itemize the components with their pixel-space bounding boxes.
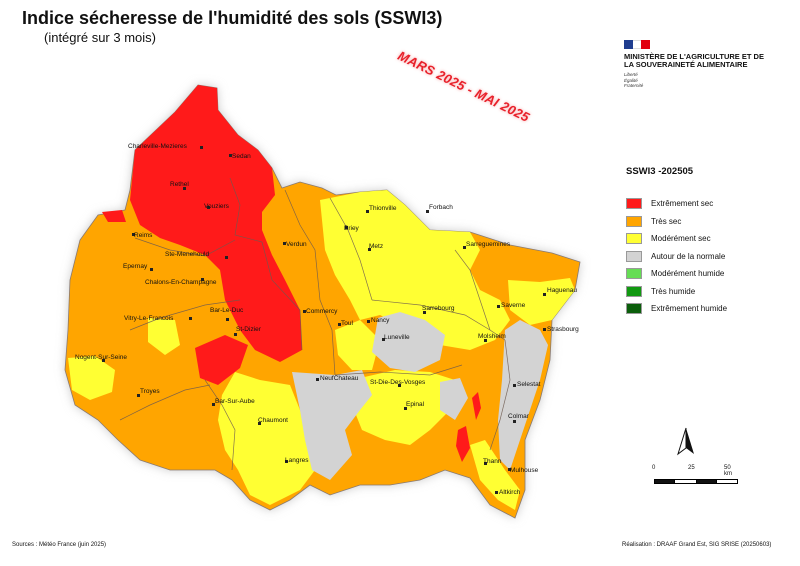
legend-label: Modérément sec	[651, 234, 711, 244]
legend-item-extremely-dry: Extrêmement sec	[626, 195, 727, 213]
city-label-nogent: Nogent-Sur-Seine	[75, 354, 127, 361]
department-boundaries	[119, 177, 511, 471]
legend-label: Très sec	[651, 216, 682, 226]
scale-bar: 0 25 50 km	[650, 465, 740, 495]
city-label-commercy: Commercy	[306, 308, 338, 315]
legend-swatch	[626, 233, 642, 245]
legend-swatch	[626, 285, 642, 297]
legend-title: SSWI3 -202505	[626, 166, 694, 177]
legend: Extrêmement sec Très sec Modérément sec …	[626, 195, 727, 318]
city-markers	[102, 146, 546, 494]
city-label-vouziers: Vouziers	[204, 203, 230, 210]
motto-egalite: Égalité	[624, 77, 638, 83]
legend-swatch	[626, 215, 642, 227]
city-label-sedan: Sedan	[232, 153, 251, 160]
legend-swatch	[626, 250, 642, 262]
city-label-metz: Metz	[369, 243, 383, 250]
legend-item-moderately-humid: Modérément humide	[626, 265, 727, 283]
city-label-st-dizier: St-Dizier	[236, 326, 262, 333]
french-flag-icon	[624, 40, 651, 49]
city-label-sarreguemines: Sarreguemines	[466, 241, 511, 248]
legend-item-extremely-humid: Extrêmement humide	[626, 300, 727, 318]
scale-label-0: 0	[652, 465, 656, 471]
zones-moderately-dry	[68, 190, 575, 510]
scale-label-25: 25	[688, 465, 695, 471]
city-label-ste-menehould: Ste-Menehould	[165, 251, 209, 258]
city-label-chalons: Chalons-En-Champagne	[145, 279, 217, 286]
legend-item-moderately-dry: Modérément sec	[626, 230, 727, 248]
city-label-neufchateau: NeufChateau	[320, 375, 359, 382]
sources-note: Sources : Météo France (juin 2025)	[12, 542, 107, 548]
motto-fraternite: Fraternité	[624, 83, 644, 88]
city-label-st-die: St-Die-Des-Vosges	[370, 379, 426, 386]
scale-label-50: 50 km	[724, 465, 732, 477]
city-labels: Charleville-Mezieres Sedan Rethel Vouzie…	[75, 143, 579, 496]
city-label-epernay: Epernay	[123, 263, 148, 270]
legend-label: Très humide	[651, 286, 696, 296]
city-label-sarrebourg: Sarrebourg	[422, 305, 455, 312]
scale-bar-segment	[654, 479, 675, 484]
city-label-toul: Toul	[341, 320, 353, 327]
city-label-colmar: Colmar	[508, 413, 530, 420]
city-label-langres: Langres	[285, 457, 309, 464]
city-label-reims: Reims	[134, 232, 153, 239]
ministry-logo: MINISTÈRE DE L'AGRICULTURE ET DE LA SOUV…	[624, 40, 774, 89]
city-label-saverne: Saverne	[501, 302, 526, 309]
map-subtitle: (intégré sur 3 mois)	[44, 30, 156, 45]
city-label-bar-sur-aube: Bar-Sur-Aube	[215, 398, 255, 405]
city-label-troyes: Troyes	[140, 388, 160, 395]
city-label-rethel: Rethel	[170, 181, 189, 188]
city-label-briey: Briey	[344, 225, 360, 232]
city-label-selestat: Selestat	[517, 381, 541, 388]
legend-item-very-dry: Très sec	[626, 213, 727, 231]
city-label-forbach: Forbach	[429, 204, 453, 211]
credit-note: Réalisation : DRAAF Grand Est, SIG SRISE…	[622, 542, 772, 548]
city-label-vitry: Vitry-Le-Francois	[124, 315, 174, 322]
city-label-thann: Thann	[483, 458, 502, 465]
legend-item-around-normal: Autour de la normale	[626, 248, 727, 266]
ministry-motto: Liberté Égalité Fraternité	[624, 72, 774, 89]
city-label-chaumont: Chaumont	[258, 417, 288, 424]
legend-label: Modérément humide	[651, 269, 725, 279]
legend-swatch	[626, 198, 642, 210]
city-label-nancy: Nancy	[371, 317, 390, 324]
ministry-name: MINISTÈRE DE L'AGRICULTURE ET DE LA SOUV…	[624, 52, 764, 69]
scale-bar-segment	[696, 479, 717, 484]
zones-extremely-dry	[102, 85, 481, 462]
city-label-luneville: Luneville	[384, 334, 410, 341]
city-label-mulhouse: Mulhouse	[510, 467, 539, 474]
legend-swatch	[626, 303, 642, 315]
legend-label: Autour de la normale	[651, 251, 726, 261]
legend-swatch	[626, 268, 642, 280]
legend-label: Extrêmement sec	[651, 199, 714, 209]
legend-label: Extrêmement humide	[651, 304, 728, 314]
city-label-bar-le-duc: Bar-Le-Duc	[210, 307, 244, 314]
map-title: Indice sécheresse de l'humidité des sols…	[22, 8, 443, 28]
zones-around-normal	[292, 312, 548, 480]
city-label-altkirch: Altkirch	[499, 489, 521, 496]
legend-item-very-humid: Très humide	[626, 283, 727, 301]
city-label-molsheim: Molsheim	[478, 333, 506, 340]
city-label-verdun: Verdun	[286, 241, 307, 248]
city-label-strasbourg: Strasbourg	[547, 326, 579, 333]
city-label-haguenau: Haguenau	[547, 287, 577, 294]
city-label-charleville: Charleville-Mezieres	[128, 143, 188, 150]
north-arrow-icon	[677, 427, 694, 456]
city-label-thionville: Thionville	[369, 205, 397, 212]
motto-liberte: Liberté	[624, 72, 638, 77]
city-label-epinal: Epinal	[406, 401, 425, 408]
